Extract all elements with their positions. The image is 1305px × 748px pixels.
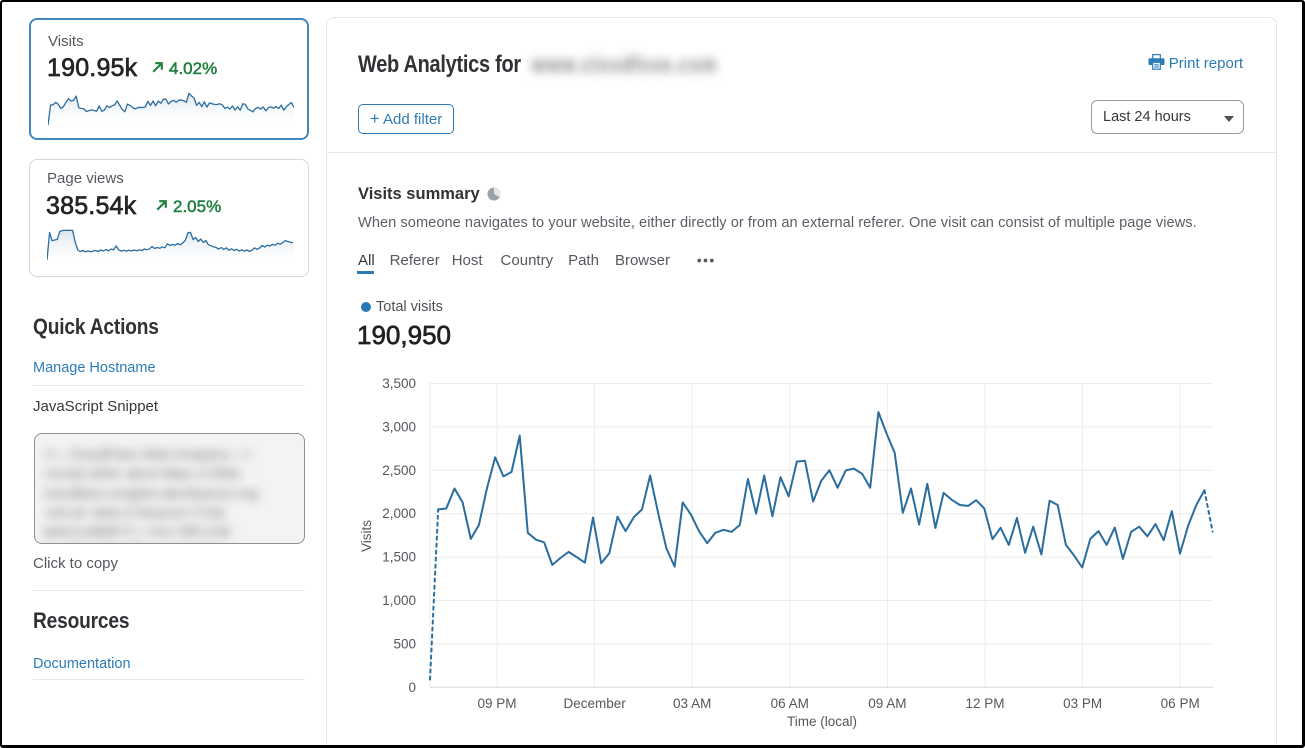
svg-text:09 AM: 09 AM [868, 696, 906, 711]
svg-text:1,500: 1,500 [382, 550, 416, 565]
svg-text:Visits: Visits [359, 520, 374, 552]
svg-text:03 PM: 03 PM [1063, 696, 1102, 711]
svg-text:0: 0 [408, 680, 416, 695]
svg-text:Time (local): Time (local) [787, 714, 857, 729]
svg-text:2,500: 2,500 [382, 463, 416, 478]
svg-text:3,500: 3,500 [382, 376, 416, 391]
svg-text:06 AM: 06 AM [771, 696, 809, 711]
svg-text:3,000: 3,000 [382, 419, 416, 434]
svg-text:03 AM: 03 AM [673, 696, 711, 711]
svg-text:09 PM: 09 PM [477, 696, 516, 711]
svg-text:2,000: 2,000 [382, 506, 416, 521]
svg-text:500: 500 [393, 636, 416, 651]
svg-text:12 PM: 12 PM [965, 696, 1004, 711]
svg-text:1,000: 1,000 [382, 593, 416, 608]
svg-text:December: December [563, 696, 626, 711]
svg-text:06 PM: 06 PM [1161, 696, 1200, 711]
